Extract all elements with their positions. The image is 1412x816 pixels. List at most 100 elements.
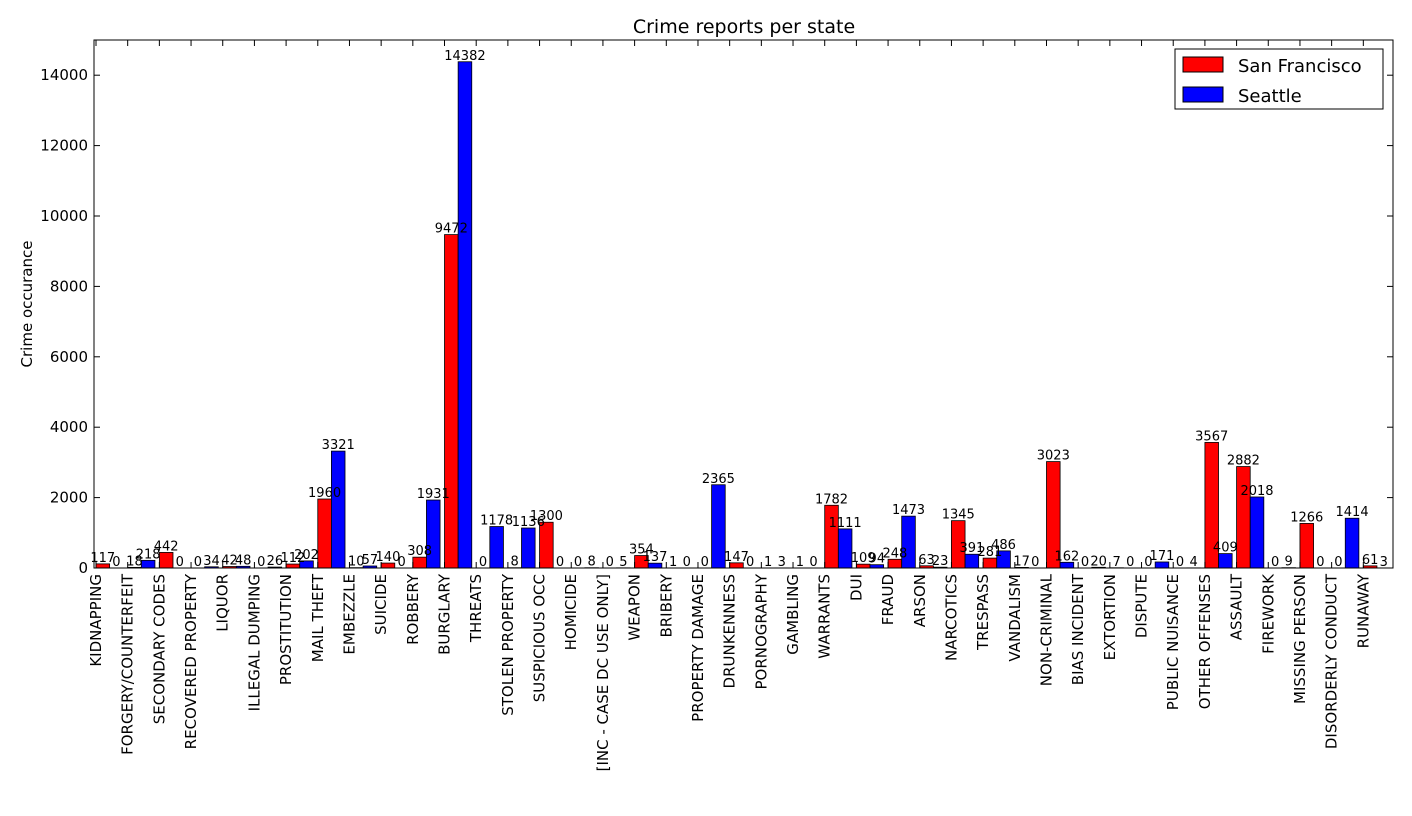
value-label-seattle-6: 202 [294,548,319,563]
x-tick-label-25: FRAUD [879,574,897,625]
x-tick-label-15: HOMICIDE [562,574,580,650]
legend-swatch-san-francisco [1183,57,1223,72]
x-tick-label-31: BIAS INCIDENT [1069,573,1087,685]
value-label-seattle-8: 57 [362,553,379,568]
value-label-seattle-12: 1178 [480,514,513,529]
value-label-seattle-4: 48 [235,553,252,568]
x-tick-label-16: [INC - CASE DC USE ONLY] [594,574,612,771]
value-label-sf-23: 1782 [815,492,848,507]
bar-seattle-36 [1250,497,1264,568]
value-label-seattle-7: 3321 [322,438,355,453]
x-tick-label-17: WEAPON [626,574,644,641]
bar-sf-23 [825,505,839,568]
value-label-seattle-31: 20 [1090,554,1107,569]
x-tick-label-28: TRESPASS [974,574,992,651]
value-label-sf-38: 1266 [1290,510,1323,525]
value-label-seattle-36: 2018 [1240,484,1273,499]
y-axis-title: Crime occurance [18,241,36,368]
value-label-seattle-19: 2365 [702,472,735,487]
value-label-seattle-39: 1414 [1336,505,1369,520]
x-tick-label-35: OTHER OFFENSES [1196,574,1214,709]
x-tick-label-6: PROSTITUTION [277,574,295,685]
x-tick-label-9: SUICIDE [372,574,390,635]
value-label-seattle-23: 1111 [829,516,862,531]
x-tick-label-37: FIREWORK [1259,573,1277,654]
x-tick-label-20: DRUNKENNESS [721,574,739,688]
bar-seattle-39 [1345,518,1359,568]
x-tick-label-14: SUSPICIOUS OCC [531,574,549,702]
x-tick-label-40: RUNAWAY [1354,573,1372,648]
value-label-seattle-26: 23 [932,554,949,569]
value-label-seattle-15: 8 [588,555,596,570]
x-tick-label-23: WARRANTS [816,574,834,659]
value-label-sf-25: 248 [882,546,907,561]
y-tick-label-7: 14000 [40,66,88,84]
value-label-sf-30: 3023 [1037,449,1070,464]
value-label-seattle-17: 137 [643,550,668,565]
value-label-seattle-37: 9 [1285,555,1293,570]
bar-sf-38 [1300,523,1314,568]
x-tick-label-27: NARCOTICS [942,574,960,661]
x-tick-label-19: PROPERTY DAMAGE [689,574,707,722]
x-tick-label-36: ASSAULT [1228,573,1246,640]
value-label-sf-10: 308 [407,544,432,559]
x-tick-label-13: STOLEN PROPERTY [499,573,517,716]
bar-seattle-11 [458,62,472,568]
value-label-sf-27: 1345 [942,508,975,523]
value-label-seattle-24: 94 [869,552,886,567]
x-tick-label-1: FORGERY/COUNTERFEIT [119,573,137,755]
x-tick-label-24: DUI [847,574,865,601]
x-tick-label-38: MISSING PERSON [1291,574,1309,704]
value-label-sf-13: 8 [511,555,519,570]
bar-sf-7 [318,499,332,568]
bars-group [96,62,1391,568]
x-tick-label-7: MAIL THEFT [309,573,327,662]
x-tick-label-10: ROBBERY [404,573,422,645]
y-tick-label-6: 12000 [40,137,88,155]
bar-sf-11 [445,235,459,568]
value-label-sf-7: 1960 [308,486,341,501]
value-label-seattle-25: 1473 [892,503,925,518]
x-tick-label-11: BURGLARY [436,573,454,655]
bar-seattle-35 [1219,554,1233,568]
legend-label-seattle: Seattle [1238,86,1302,107]
value-label-seattle-27: 391 [959,541,984,556]
x-tick-label-22: GAMBLING [784,574,802,655]
value-label-seattle-11: 14382 [444,49,485,64]
x-tick-label-8: EMBEZZLE [340,574,358,655]
bar-seattle-7 [331,451,345,568]
x-tick-label-12: THREATS [467,574,485,643]
x-tick-label-30: NON-CRIMINAL [1037,573,1055,686]
y-tick-label-1: 2000 [50,489,88,507]
bar-sf-2 [159,552,173,568]
x-tick-label-39: DISORDERLY CONDUCT [1323,573,1341,749]
x-tick-label-29: VANDALISM [1006,574,1024,662]
value-label-sf-35: 3567 [1195,429,1228,444]
value-label-seattle-10: 1931 [417,487,450,502]
value-label-seattle-28: 486 [991,538,1016,553]
chart-title: Crime reports per state [633,16,855,38]
bar-seattle-13 [522,528,536,568]
x-tick-label-26: ARSON [911,574,929,627]
value-label-sf-36: 2882 [1227,454,1260,469]
x-tick-label-0: KIDNAPPING [87,574,105,667]
value-label-sf-40: 61 [1362,553,1379,568]
x-tick-label-5: ILLEGAL DUMPING [245,574,263,711]
plot-frame [94,40,1393,568]
x-tick-label-33: DISPUTE [1133,574,1151,638]
legend-swatch-seattle [1183,87,1223,102]
x-tick-label-32: EXTORTION [1101,574,1119,660]
x-tick-label-18: BRIBERY [657,573,675,637]
x-tick-label-34: PUBLIC NUISANCE [1164,574,1182,710]
legend: San Francisco Seattle [1175,49,1383,109]
value-label-sf-11: 9472 [435,222,468,237]
value-label-seattle-13: 1136 [512,515,545,530]
legend-label-san-francisco: San Francisco [1238,56,1362,77]
value-label-seattle-35: 409 [1213,541,1238,556]
y-tick-label-4: 8000 [50,277,88,295]
value-label-seattle-3: 34 [203,554,220,569]
bar-sf-36 [1237,467,1251,568]
value-label-sf-29: 17 [1013,554,1030,569]
value-label-seattle-1: 218 [136,547,161,562]
